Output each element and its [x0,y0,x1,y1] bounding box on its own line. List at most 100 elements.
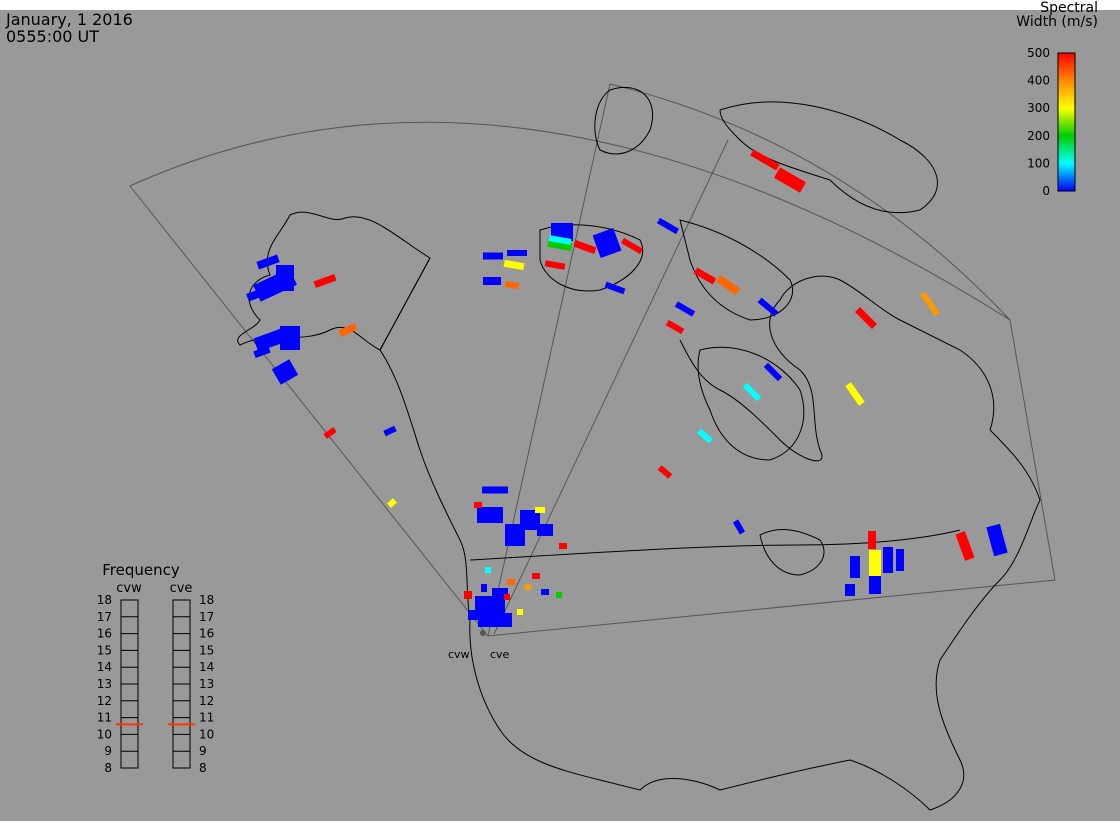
echo-cell [548,235,572,245]
baffin-island-outline [679,219,793,321]
echo-cell [715,274,741,296]
echo-cell [280,326,300,350]
echo-cell [387,498,397,508]
echo-cell [474,502,482,508]
echo-cell [920,291,940,317]
greenland-outline [719,101,938,214]
radar-label-west: cvw [448,648,470,661]
echo-cell [693,267,717,285]
echo-cell [657,465,673,479]
frequency-scale-label-cvw: 10 [97,727,112,741]
echo-cell [604,281,626,295]
colorbar-ticks: 500 400 300 200 100 0 [1027,46,1050,198]
echo-cell [492,588,508,596]
echo-cell [955,531,975,561]
radar-label-east: cve [490,648,510,661]
echo-cell [525,584,531,590]
frequency-panel: Frequency cvw cve 18 18 17 17 16 16 15 15 14 14 13… [97,561,215,775]
echo-cell [547,238,573,252]
echo-cell [323,427,337,439]
echo-cell [271,359,299,385]
echo-cell [757,297,779,317]
echo-cell [869,576,881,594]
echo-cell [620,237,644,255]
fov-west [129,121,1056,637]
echo-cell [674,301,696,317]
echo-cell [986,523,1008,557]
echo-cell [504,280,520,290]
echo-cell [507,579,515,585]
frequency-scale-label-cvw: 18 [97,593,112,607]
us-canada-border [469,529,961,561]
frequency-scale-label-cve: 15 [199,643,214,657]
colorbar-tick-label: 100 [1027,156,1050,170]
echo-cell [750,149,780,171]
frequency-scale-label-cvw: 14 [97,660,112,674]
frequency-scale-label-cve: 14 [199,660,214,674]
frequency-title: Frequency [102,561,180,579]
date-label: January, 1 2016 [5,10,133,29]
frequency-label-cvw: cvw [116,581,142,596]
alaska-border [379,257,431,351]
colorbar-tick-label: 400 [1027,74,1050,88]
echo-cell [573,239,597,255]
echo-cell [535,507,545,513]
echo-cell [896,549,904,571]
echo-cell [763,362,783,382]
echo-cell [696,428,714,444]
top-strip [0,0,1120,10]
echo-cell [868,531,876,549]
frequency-scale-label-cvw: 12 [97,694,112,708]
frequency-scale-label-cve: 12 [199,694,214,708]
frequency-scale-label-cve: 17 [199,610,214,624]
echo-cell [253,328,287,352]
echo-cell [246,288,264,302]
map-background [0,10,1120,821]
frequency-scale-label-cvw: 13 [97,677,112,691]
frequency-scale-label-cvw: 11 [97,711,112,725]
frequency-label-cve: cve [170,581,193,596]
great-lakes-outline [759,529,825,576]
colorbar-title-line1: Spectral [1040,0,1098,16]
echo-cell [313,273,337,289]
echo-cell [503,259,525,271]
echo-cell [338,323,358,337]
echo-cell [483,277,501,285]
echo-cell [485,567,491,573]
colorbar-tick-label: 300 [1027,101,1050,115]
frequency-scale-label-cvw: 8 [104,761,112,775]
colorbar-tick-label: 200 [1027,129,1050,143]
radar-echoes [246,149,1008,627]
frequency-scale-label-cve: 11 [199,711,214,725]
echo-cell [483,252,503,260]
echo-cell [592,227,622,259]
continent-outline [379,275,1041,811]
echo-cell [742,382,762,402]
echo-cell [656,217,680,235]
frequency-scale-label-cve: 18 [199,593,214,607]
echo-cell [517,609,523,615]
echo-cell [883,547,893,573]
frequency-scale-label-cvw: 15 [97,643,112,657]
echo-cell [537,524,553,536]
echo-cell [559,543,567,549]
echo-cell [477,507,503,523]
frequency-scale-label-cve: 8 [199,761,207,775]
echo-cell [253,345,271,359]
fov-east-arc [609,83,1011,321]
echo-cell [869,550,881,576]
echo-cell [845,382,865,406]
echo-cell [475,596,505,614]
time-label: 0555:00 UT [6,27,99,46]
radar-site-marker [480,630,486,636]
frequency-scale-label-cvw: 16 [97,627,112,641]
echo-cell [850,556,860,578]
echo-cell [482,486,508,494]
echo-cell [464,591,472,599]
echo-cell [276,265,294,291]
echo-cell [541,589,549,595]
ellesmere-outline [594,86,654,155]
echo-cell [383,425,397,437]
echo-cell [256,254,280,270]
coastlines [237,86,1041,811]
